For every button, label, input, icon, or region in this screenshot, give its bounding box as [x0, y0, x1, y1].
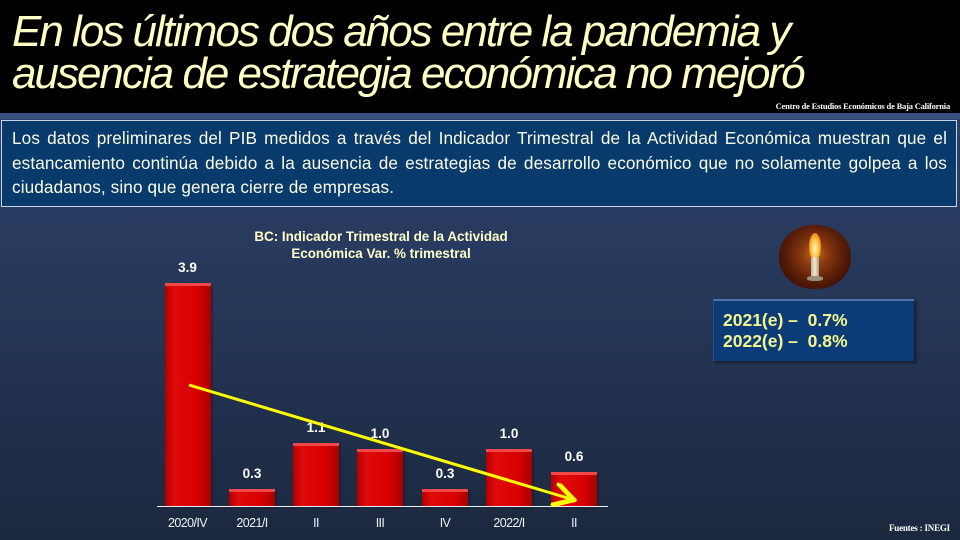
- candle-base: [807, 276, 823, 281]
- bar-value-label: 0.3: [435, 465, 455, 481]
- chart-title-line-2: Económica Var. % trimestral: [291, 246, 471, 261]
- intro-text-box: Los datos preliminares del PIB medidos a…: [1, 120, 957, 207]
- x-axis-line: [157, 506, 608, 507]
- bar-6: [551, 471, 597, 506]
- category-label: III: [375, 516, 385, 530]
- bar-value-label: 0.6: [564, 448, 584, 464]
- bar-5: [486, 448, 532, 506]
- category-label: 2022/I: [493, 516, 525, 530]
- bar-0: [164, 282, 211, 506]
- forecast-2021: 2021(e) – 0.7%: [723, 310, 848, 330]
- intro-paragraph: Los datos preliminares del PIB medidos a…: [12, 128, 947, 197]
- bar-2: [293, 443, 339, 506]
- header-divider: [0, 113, 960, 119]
- category-label: 2021/I: [236, 516, 268, 530]
- bar-value-label: 1.0: [370, 425, 390, 441]
- category-label: II: [313, 516, 319, 530]
- bar-value-label: 0.3: [242, 465, 262, 481]
- page-title-line-2: ausencia de estrategia económica no mejo…: [12, 49, 806, 98]
- bar-value-label: 1.0: [499, 425, 519, 441]
- sources-footnote: Fuentes : INEGI: [888, 523, 950, 533]
- chart-title: BC: Indicador Trimestral de la Actividad…: [200, 228, 562, 262]
- header-bar: [0, 0, 960, 113]
- forecast-2022: 2022(e) – 0.8%: [723, 331, 848, 351]
- organization-credit: Centro de Estudios Económicos de Baja Ca…: [775, 101, 951, 111]
- flame-icon: [809, 233, 821, 259]
- category-label: IV: [439, 516, 451, 530]
- forecast-box: 2021(e) – 0.7% 2022(e) – 0.8%: [713, 299, 914, 361]
- bar-1: [229, 488, 275, 506]
- category-label: II: [571, 516, 577, 530]
- candle-stem: [811, 257, 819, 277]
- candle-image-icon: [779, 225, 851, 289]
- bar-4: [422, 488, 468, 506]
- bar-value-label: 3.9: [178, 259, 197, 275]
- chart-title-line-1: BC: Indicador Trimestral de la Actividad: [254, 229, 508, 244]
- bar-3: [357, 448, 403, 506]
- bar-value-label: 1.1: [306, 420, 326, 436]
- page-title-line-1: En los últimos dos años entre la pandemi…: [12, 7, 791, 56]
- category-label: 2020/IV: [168, 516, 208, 530]
